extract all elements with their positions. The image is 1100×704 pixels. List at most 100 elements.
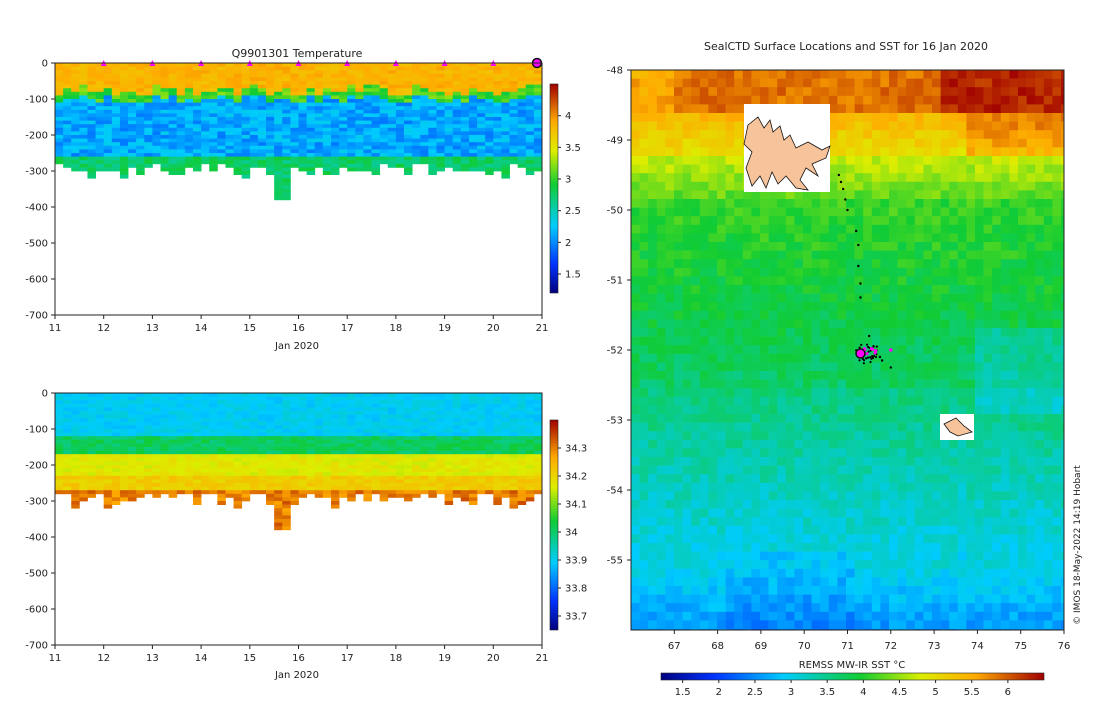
x-tick-label: 15	[243, 653, 256, 664]
sst-cell	[769, 225, 778, 234]
section-cell	[63, 415, 72, 419]
sst-cell	[803, 225, 812, 234]
section-cell	[307, 422, 316, 426]
section-cell	[469, 121, 478, 125]
sst-cell	[949, 208, 958, 217]
section-cell	[396, 440, 405, 444]
sst-cell	[889, 242, 898, 251]
section-cell	[493, 135, 502, 139]
sst-cell	[708, 70, 717, 79]
section-cell	[120, 131, 129, 135]
section-cell	[63, 103, 72, 107]
section-cell	[225, 422, 234, 426]
section-cell	[331, 99, 340, 103]
section-cell	[290, 149, 299, 153]
section-cell	[193, 146, 202, 150]
section-cell	[526, 487, 535, 491]
section-cell	[136, 124, 145, 128]
section-cell	[250, 81, 259, 85]
section-cell	[104, 85, 113, 89]
section-cell	[372, 436, 381, 440]
section-cell	[63, 440, 72, 444]
section-cell	[461, 167, 470, 171]
section-cell	[461, 440, 470, 444]
sst-cell	[846, 139, 855, 148]
section-cell	[315, 139, 324, 143]
section-cell	[225, 103, 234, 107]
sst-cell	[1052, 259, 1061, 268]
section-cell	[169, 443, 178, 447]
section-cell	[534, 146, 543, 150]
section-cell	[161, 99, 170, 103]
sst-cell	[674, 156, 683, 165]
section-cell	[534, 411, 543, 415]
sst-cell	[726, 173, 735, 182]
section-cell	[242, 99, 251, 103]
sst-cell	[691, 122, 700, 131]
section-cell	[453, 164, 462, 168]
section-cell	[79, 81, 88, 85]
section-cell	[104, 458, 113, 462]
sst-cell	[898, 190, 907, 199]
section-cell	[485, 469, 494, 473]
section-cell	[412, 85, 421, 89]
section-cell	[63, 63, 72, 67]
section-cell	[501, 63, 510, 67]
sst-cell	[906, 156, 915, 165]
sst-cell	[794, 79, 803, 88]
section-cell	[518, 497, 527, 501]
section-cell	[274, 178, 283, 182]
sst-cell	[700, 130, 709, 139]
sst-cell	[648, 242, 657, 251]
section-cell	[404, 135, 413, 139]
sst-cell	[786, 70, 795, 79]
sst-cell	[932, 122, 941, 131]
section-cell	[217, 397, 226, 401]
section-cell	[104, 117, 113, 121]
section-cell	[501, 110, 510, 114]
section-cell	[120, 490, 129, 494]
section-cell	[347, 447, 356, 451]
section-cell	[363, 436, 372, 440]
sst-cell	[889, 225, 898, 234]
sst-cell	[846, 242, 855, 251]
section-cell	[234, 458, 243, 462]
section-cell	[477, 443, 486, 447]
section-cell	[534, 397, 543, 401]
section-cell	[96, 433, 105, 437]
section-cell	[428, 469, 437, 473]
sst-cell	[786, 208, 795, 217]
section-cell	[87, 149, 96, 153]
section-cell	[120, 99, 129, 103]
section-cell	[485, 157, 494, 161]
sst-cell	[1001, 156, 1010, 165]
section-cell	[169, 447, 178, 451]
section-cell	[493, 74, 502, 78]
section-cell	[201, 157, 210, 161]
section-cell	[331, 433, 340, 437]
section-cell	[420, 106, 429, 110]
section-cell	[388, 425, 397, 429]
section-cell	[510, 407, 519, 411]
section-cell	[161, 454, 170, 458]
sst-cell	[932, 233, 941, 242]
section-cell	[420, 85, 429, 89]
section-cell	[112, 490, 121, 494]
section-cell	[71, 472, 80, 476]
section-cell	[380, 157, 389, 161]
section-cell	[339, 400, 348, 404]
section-cell	[388, 146, 397, 150]
section-cell	[501, 171, 510, 175]
section-cell	[274, 124, 283, 128]
section-cell	[63, 135, 72, 139]
sst-cell	[691, 130, 700, 139]
section-cell	[331, 77, 340, 81]
section-cell	[193, 139, 202, 143]
section-cell	[258, 415, 267, 419]
sst-cell	[683, 242, 692, 251]
section-cell	[299, 476, 308, 480]
section-cell	[87, 433, 96, 437]
sst-cell	[631, 173, 640, 182]
sst-cell	[837, 182, 846, 191]
section-cell	[209, 490, 218, 494]
